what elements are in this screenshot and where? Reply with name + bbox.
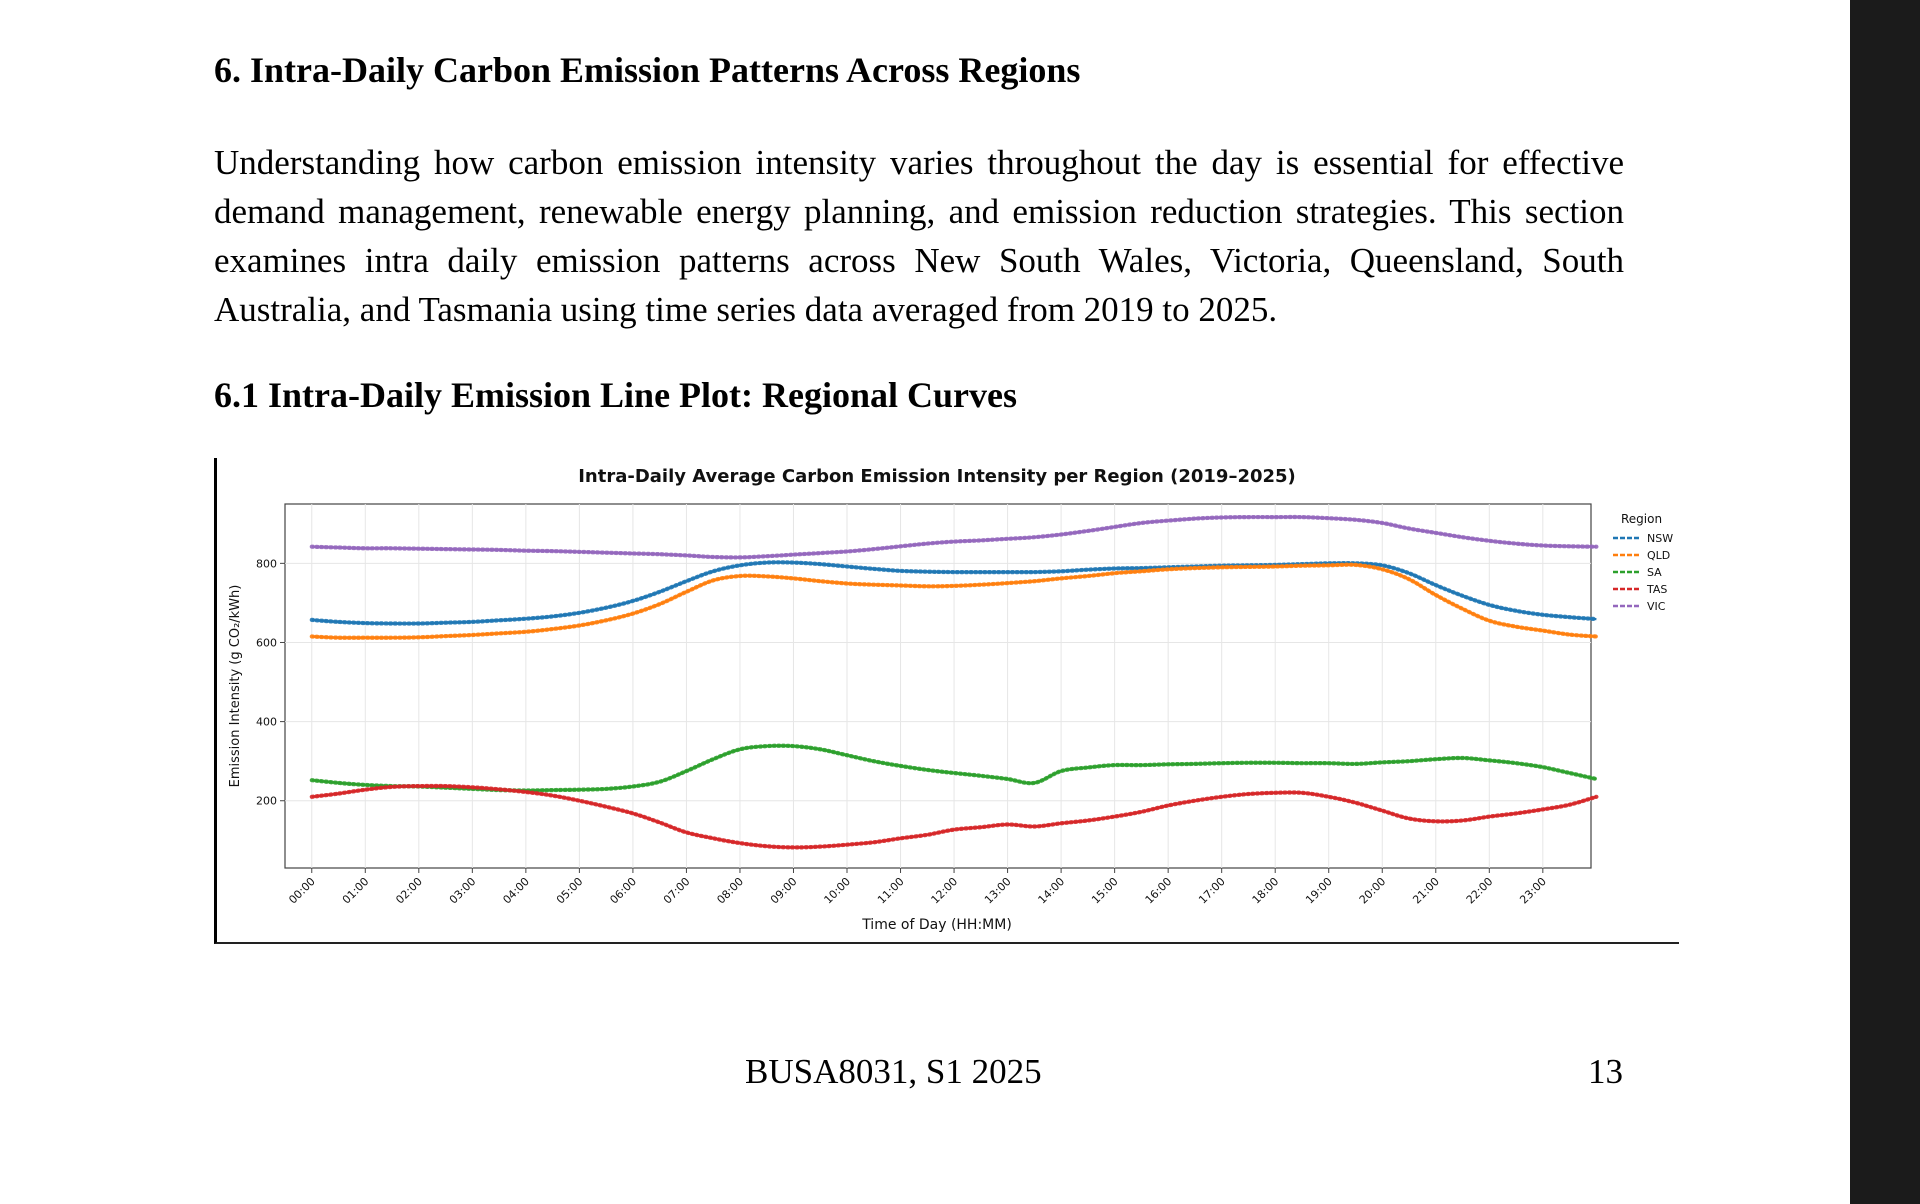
x-tick-label: 06:00: [607, 875, 639, 907]
series-markers-tas: [309, 783, 1599, 850]
y-axis-label: Emission Intensity (g CO₂/kWh): [228, 585, 243, 788]
subsection-title: 6.1 Intra-Daily Emission Line Plot: Regi…: [214, 375, 1018, 415]
series-vic: [309, 514, 1599, 560]
series-tas: [309, 783, 1599, 850]
x-tick-label: 02:00: [393, 875, 425, 907]
x-axis-ticks: 00:00 01:00 02:00 03:00 04:00 05:00 06:00 07:00…: [286, 868, 1549, 907]
x-tick-label: 00:00: [286, 875, 318, 907]
document-page: 6. Intra-Daily Carbon Emission Patterns …: [214, 50, 1679, 1091]
intro-paragraph: Understanding how carbon emission intens…: [214, 143, 1624, 329]
x-tick-label: 12:00: [929, 875, 961, 907]
series-markers-qld: [309, 562, 1599, 640]
legend-label-nsw: NSW: [1647, 532, 1673, 545]
x-tick-label: 19:00: [1303, 875, 1335, 907]
x-tick-label: 13:00: [982, 875, 1014, 907]
legend-label-vic: VIC: [1647, 600, 1666, 613]
emission-line-chart: Intra-Daily Average Carbon Emission Inte…: [228, 466, 1673, 933]
y-tick-label: 200: [256, 795, 277, 808]
chart-title: Intra-Daily Average Carbon Emission Inte…: [578, 466, 1296, 487]
x-tick-label: 09:00: [768, 875, 800, 907]
x-tick-label: 17:00: [1196, 875, 1228, 907]
x-tick-label: 10:00: [822, 875, 854, 907]
legend-label-tas: TAS: [1646, 583, 1667, 596]
emission-figure: Intra-Daily Average Carbon Emission Inte…: [214, 458, 1679, 944]
x-tick-label: 15:00: [1089, 875, 1121, 907]
series-markers-vic: [309, 514, 1599, 560]
series-lines: [309, 514, 1599, 850]
series-markers-nsw: [309, 560, 1599, 626]
x-tick-label: 22:00: [1464, 875, 1496, 907]
x-axis-label: Time of Day (HH:MM): [861, 917, 1012, 933]
x-tick-label: 04:00: [500, 875, 532, 907]
y-axis-ticks: 200 400 600 800: [256, 557, 285, 808]
x-tick-label: 05:00: [554, 875, 586, 907]
x-tick-label: 16:00: [1143, 875, 1175, 907]
x-tick-label: 14:00: [1036, 875, 1068, 907]
page-number: 13: [1588, 1052, 1623, 1091]
legend-label-qld: QLD: [1647, 549, 1670, 562]
viewer-side-strip: [1850, 0, 1920, 1204]
y-tick-label: 400: [256, 716, 277, 729]
x-tick-label: 03:00: [447, 875, 479, 907]
legend-title: Region: [1621, 512, 1662, 526]
series-qld: [309, 562, 1599, 640]
x-tick-label: 21:00: [1410, 875, 1442, 907]
y-tick-label: 800: [256, 557, 277, 570]
x-tick-label: 23:00: [1517, 875, 1549, 907]
grid-lines: [285, 504, 1591, 868]
x-tick-label: 20:00: [1357, 875, 1389, 907]
legend: Region NSW QLD SA TAS VIC: [1613, 512, 1673, 613]
y-tick-label: 600: [256, 636, 277, 649]
x-tick-label: 11:00: [875, 875, 907, 907]
x-tick-label: 07:00: [661, 875, 693, 907]
x-tick-label: 18:00: [1250, 875, 1282, 907]
x-tick-label: 08:00: [714, 875, 746, 907]
series-nsw: [309, 560, 1599, 626]
footer-course-code: BUSA8031, S1 2025: [745, 1052, 1042, 1091]
section-title: 6. Intra-Daily Carbon Emission Patterns …: [214, 50, 1081, 90]
legend-label-sa: SA: [1647, 566, 1662, 579]
x-tick-label: 01:00: [340, 875, 372, 907]
